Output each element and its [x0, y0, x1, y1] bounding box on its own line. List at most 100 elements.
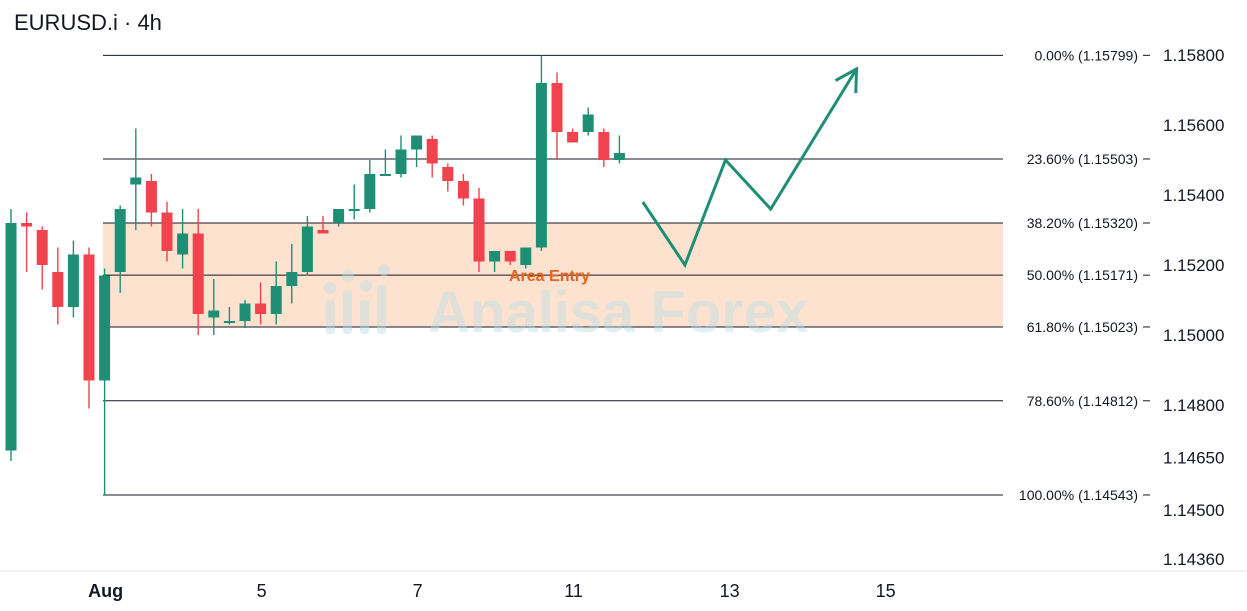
- fib-label: 23.60% (1.15503): [1027, 151, 1138, 167]
- candle-body: [270, 286, 282, 314]
- fib-label: 78.60% (1.14812): [1027, 393, 1138, 409]
- candle: [411, 135, 423, 167]
- candle: [457, 174, 469, 206]
- candle-body: [379, 174, 391, 176]
- candle-body: [551, 83, 563, 132]
- candle-body: [21, 223, 33, 227]
- candle-body: [239, 303, 251, 321]
- candle: [504, 251, 516, 265]
- candle-body: [473, 198, 485, 262]
- candle: [489, 251, 501, 272]
- candle: [83, 247, 95, 409]
- candle-body: [161, 212, 173, 251]
- candle: [67, 240, 79, 318]
- price-tick-label: 1.15200: [1163, 256, 1224, 275]
- candle-body: [255, 303, 267, 314]
- fib-label: 50.00% (1.15171): [1027, 267, 1138, 283]
- candle: [223, 307, 235, 325]
- candle: [208, 279, 220, 335]
- candle-body: [489, 251, 501, 262]
- projection-path: [641, 66, 859, 269]
- time-axis: Aug 5 7 11 13 15: [88, 581, 896, 601]
- candle: [567, 128, 579, 143]
- price-tick-label: 1.15400: [1163, 186, 1224, 205]
- candle-body: [67, 254, 79, 307]
- candle: [161, 202, 173, 262]
- candle-body: [317, 230, 329, 234]
- candle-body: [582, 114, 594, 132]
- candle-body: [535, 83, 547, 248]
- candle: [36, 226, 48, 290]
- price-tick-label: 1.14650: [1163, 449, 1224, 468]
- candle: [192, 209, 204, 335]
- candle: [348, 184, 360, 220]
- projection-line: [641, 68, 858, 269]
- time-tick-label: Aug: [88, 581, 123, 601]
- watermark-text: Analisa Forex: [428, 280, 808, 345]
- candle-body: [395, 149, 407, 174]
- candle-body: [177, 233, 189, 255]
- candle: [5, 209, 17, 461]
- candle-body: [192, 233, 204, 314]
- candle: [426, 135, 438, 178]
- price-tick-label: 1.14800: [1163, 396, 1224, 415]
- candle: [613, 135, 625, 164]
- candle-body: [411, 135, 423, 150]
- candle-body: [223, 321, 235, 323]
- candle-body: [613, 153, 625, 160]
- candle-body: [598, 132, 610, 160]
- candle: [364, 160, 376, 213]
- candle: [473, 188, 485, 272]
- candle-body: [286, 272, 298, 286]
- candle-body: [83, 254, 95, 381]
- fibonacci-levels: 0.00% (1.15799) 23.60% (1.15503) 38.20% (1…: [103, 47, 1150, 503]
- candle-body: [36, 230, 48, 265]
- candle: [301, 216, 313, 276]
- candle-body: [5, 223, 17, 451]
- bar-chart-logo-icon: [324, 264, 390, 334]
- entry-zone-label: Area Entry: [509, 268, 590, 285]
- candle: [52, 247, 64, 325]
- candle-body: [364, 174, 376, 209]
- zone-label-layer: Area Entry: [509, 268, 590, 285]
- fib-label: 0.00% (1.15799): [1034, 47, 1138, 63]
- candle-body: [504, 251, 516, 262]
- candle: [379, 149, 391, 176]
- candle: [598, 128, 610, 167]
- price-tick-label: 1.15600: [1163, 116, 1224, 135]
- time-tick-label: 5: [257, 581, 267, 601]
- candle-body: [426, 139, 438, 164]
- candle-body: [301, 226, 313, 272]
- fib-label: 100.00% (1.14543): [1019, 487, 1138, 503]
- price-tick-label: 1.15000: [1163, 326, 1224, 345]
- candle-body: [208, 310, 220, 318]
- candle: [333, 209, 345, 227]
- candle-body: [130, 177, 142, 185]
- candle-body: [520, 247, 532, 265]
- chart-title: EURUSD.i · 4h: [14, 10, 162, 35]
- fib-label: 61.80% (1.15023): [1027, 319, 1138, 335]
- candle: [130, 128, 142, 230]
- candle: [145, 174, 157, 227]
- price-tick-label: 1.14500: [1163, 501, 1224, 520]
- candle: [286, 244, 298, 304]
- time-tick-label: 11: [564, 581, 583, 601]
- candle: [535, 55, 547, 251]
- price-tick-label: 1.15800: [1163, 46, 1224, 65]
- candle: [551, 72, 563, 160]
- candle: [21, 212, 33, 272]
- candle-body: [333, 209, 345, 223]
- candle: [395, 135, 407, 178]
- candle: [317, 216, 329, 234]
- candle: [520, 247, 532, 269]
- projection-arrowhead: [834, 66, 859, 94]
- candle: [270, 261, 282, 325]
- candle: [442, 163, 454, 192]
- candle-body: [52, 272, 64, 307]
- candle: [99, 268, 111, 495]
- candle-body: [145, 181, 157, 213]
- price-tick-label: 1.14360: [1163, 550, 1224, 569]
- candle: [255, 282, 267, 325]
- candles: [5, 55, 625, 495]
